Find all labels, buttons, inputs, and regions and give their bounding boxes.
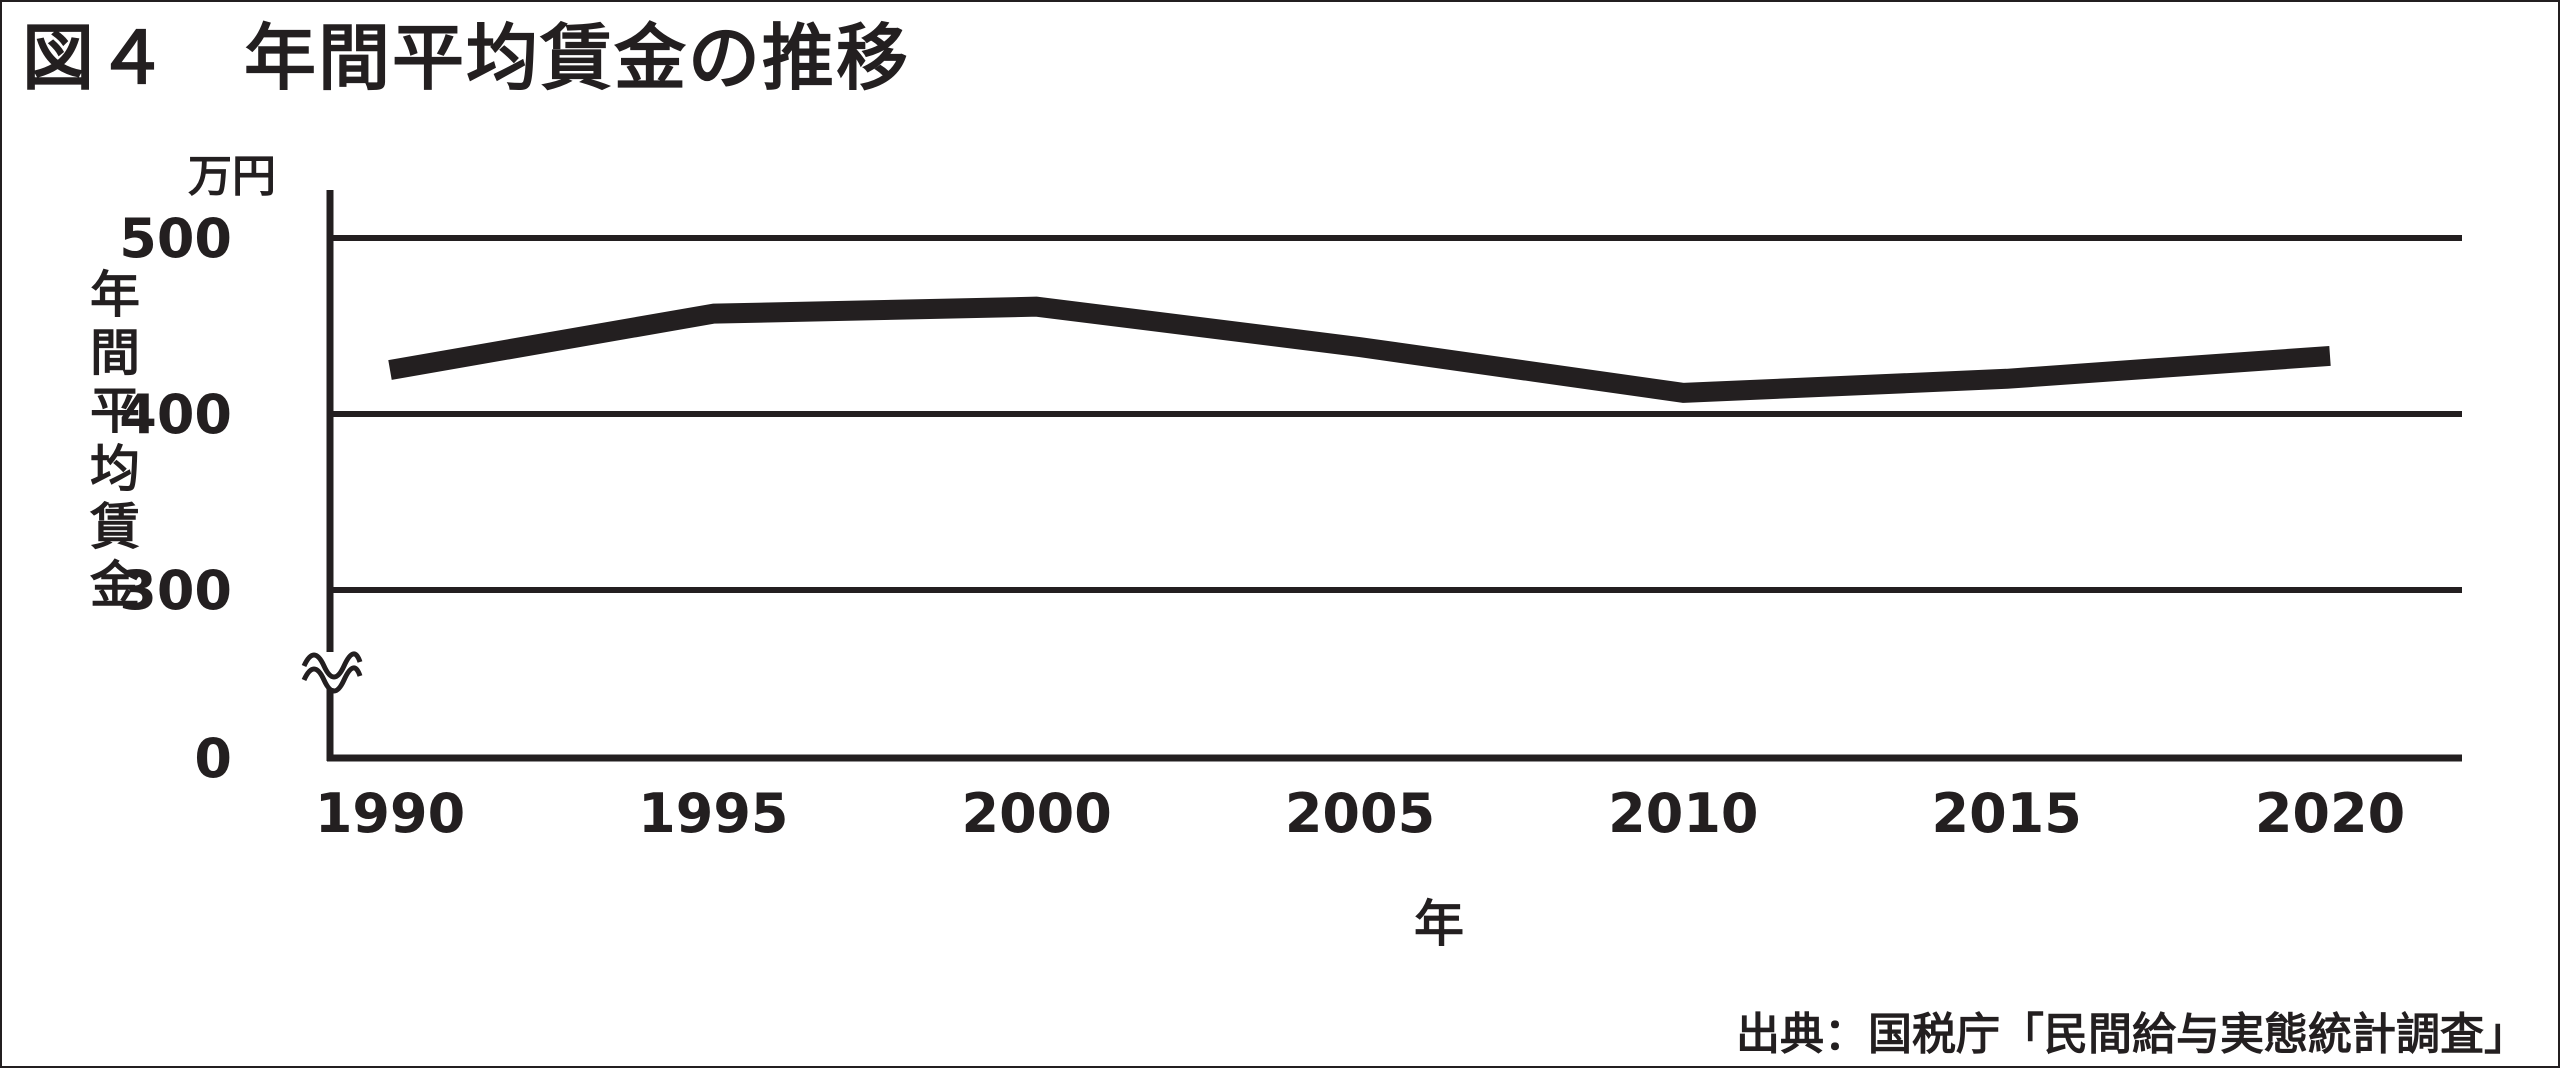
x-tick-label: 2000: [962, 782, 1112, 845]
chart-title: 図４ 年間平均賃金の推移: [22, 16, 911, 100]
x-tick-label: 2020: [2255, 782, 2405, 845]
x-tick-label: 2010: [1608, 782, 1758, 845]
axes: [301, 190, 2462, 762]
y-tick-label: 500: [119, 207, 232, 270]
series-line: [388, 296, 2331, 403]
x-tick-label: 1990: [315, 782, 465, 845]
y-axis-label: 年間平均賃金: [82, 268, 140, 616]
y-tick-label: 0: [194, 727, 232, 790]
gridlines: [330, 235, 2462, 593]
source-note: 出典：国税庁「民間給与実態統計調査」: [1736, 1009, 2528, 1060]
x-tick-label: 1995: [638, 782, 788, 845]
x-axis-label: 年: [1414, 895, 1464, 953]
axis-break-mark: [301, 665, 363, 694]
x-tick-labels: 1990 1995 2000 2005 2010 2015 2020: [315, 782, 2405, 845]
y-tick-labels: 0 300 400 500: [119, 207, 232, 790]
x-tick-label: 2015: [1932, 782, 2082, 845]
series-line-average-wage: [388, 296, 2331, 403]
axis-break-mark: [301, 651, 363, 680]
y-tick-label: 400: [119, 383, 232, 446]
y-axis-unit: 万円: [188, 151, 276, 202]
y-tick-label: 300: [119, 559, 232, 622]
x-tick-label: 2005: [1285, 782, 1435, 845]
